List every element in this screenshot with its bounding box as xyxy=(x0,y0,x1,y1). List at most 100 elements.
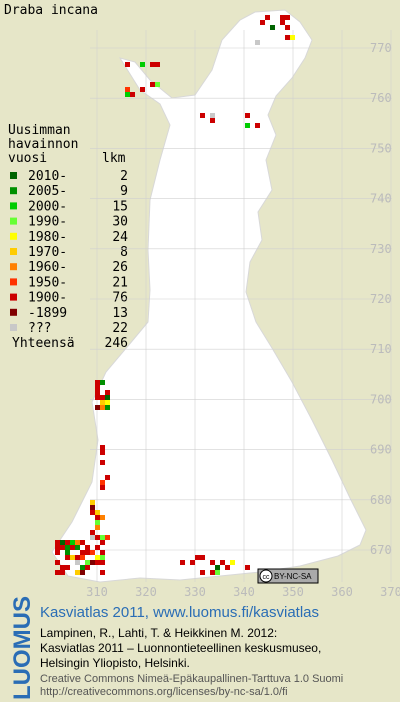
license-line: Creative Commons Nimeä-Epäkaupallinen-Ta… xyxy=(40,673,343,685)
observation-square xyxy=(290,35,295,40)
observation-square xyxy=(65,555,70,560)
legend-label: 2000- xyxy=(28,199,67,214)
observation-square xyxy=(55,570,60,575)
observation-square xyxy=(95,515,100,520)
observation-square xyxy=(90,530,95,535)
observation-square xyxy=(100,550,105,555)
observation-square xyxy=(90,500,95,505)
observation-square xyxy=(125,62,130,67)
observation-square xyxy=(255,123,260,128)
observation-square xyxy=(75,540,80,545)
observation-square xyxy=(105,405,110,410)
observation-square xyxy=(65,550,70,555)
observation-square xyxy=(80,570,85,575)
observation-square xyxy=(210,113,215,118)
observation-square xyxy=(105,475,110,480)
cc-text: cc xyxy=(263,574,271,581)
observation-square xyxy=(100,460,105,465)
observation-square xyxy=(285,35,290,40)
observation-square xyxy=(85,545,90,550)
observation-square xyxy=(70,545,75,550)
observation-square xyxy=(105,390,110,395)
observation-square xyxy=(200,113,205,118)
license-line: http://creativecommons.org/licenses/by-n… xyxy=(40,686,288,698)
legend-count: 2 xyxy=(120,169,128,184)
observation-square xyxy=(100,570,105,575)
observation-square xyxy=(105,535,110,540)
observation-square xyxy=(220,560,225,565)
observation-square xyxy=(215,570,220,575)
observation-square xyxy=(95,390,100,395)
legend-count: 15 xyxy=(112,199,128,214)
x-coordinate-label: 350 xyxy=(282,585,304,599)
y-coordinate-label: 770 xyxy=(370,41,392,55)
observation-square xyxy=(95,405,100,410)
legend-count: 9 xyxy=(120,184,128,199)
observation-square xyxy=(95,525,100,530)
observation-square xyxy=(180,560,185,565)
observation-squares xyxy=(55,15,295,575)
legend-count: 21 xyxy=(112,275,128,290)
legend-swatch xyxy=(10,324,17,331)
observation-square xyxy=(215,565,220,570)
legend-count: 13 xyxy=(112,306,128,321)
observation-square xyxy=(265,15,270,20)
observation-square xyxy=(140,62,145,67)
observation-square xyxy=(195,555,200,560)
legend-swatch xyxy=(10,172,17,179)
y-coordinate-label: 680 xyxy=(370,493,392,507)
observation-square xyxy=(150,62,155,67)
observation-square xyxy=(55,545,60,550)
y-coordinate-label: 710 xyxy=(370,342,392,356)
legend-count: 30 xyxy=(112,215,128,230)
observation-square xyxy=(155,82,160,87)
x-coordinate-label: 370 xyxy=(380,585,400,599)
citation-line: Helsingin Yliopisto, Helsinki. xyxy=(40,656,190,670)
observation-square xyxy=(95,535,100,540)
observation-square xyxy=(95,520,100,525)
cc-badge: cc BY-NC-SA xyxy=(257,568,319,584)
observation-square xyxy=(70,555,75,560)
observation-square xyxy=(80,565,85,570)
observation-square xyxy=(190,560,195,565)
legend-total: 246 xyxy=(105,336,128,351)
observation-square xyxy=(90,505,95,510)
observation-square xyxy=(105,400,110,405)
observation-square xyxy=(200,570,205,575)
observation-square xyxy=(70,540,75,545)
observation-square xyxy=(85,560,90,565)
legend-count: 24 xyxy=(112,230,128,245)
legend-count: 8 xyxy=(120,245,128,260)
legend-label: 1970- xyxy=(28,245,67,260)
observation-square xyxy=(255,40,260,45)
legend-label: 1950- xyxy=(28,275,67,290)
species-title: Draba incana xyxy=(4,3,98,18)
observation-square xyxy=(270,25,275,30)
observation-square xyxy=(280,15,285,20)
observation-square xyxy=(90,535,95,540)
observation-square xyxy=(100,445,105,450)
observation-square xyxy=(280,20,285,25)
legend-label: 1900- xyxy=(28,291,67,306)
observation-square xyxy=(105,395,110,400)
legend-swatch xyxy=(10,217,17,225)
legend-count: 26 xyxy=(112,260,128,275)
observation-square xyxy=(65,565,70,570)
luomus-logo: LUOMUS xyxy=(9,596,36,700)
legend-swatch xyxy=(10,278,17,286)
license-badge-text: BY-NC-SA xyxy=(274,572,312,581)
observation-square xyxy=(285,15,290,20)
observation-square xyxy=(90,510,95,515)
footer-text: Lampinen, R., Lahti, T. & Heikkinen M. 2… xyxy=(40,626,343,698)
citation-line: Lampinen, R., Lahti, T. & Heikkinen M. 2… xyxy=(40,626,277,640)
observation-square xyxy=(55,560,60,565)
y-coordinate-label: 740 xyxy=(370,192,392,206)
observation-square xyxy=(210,118,215,123)
legend-label: 2005- xyxy=(28,184,67,199)
observation-square xyxy=(95,380,100,385)
legend-swatch xyxy=(10,308,17,316)
observation-square xyxy=(260,20,265,25)
observation-square xyxy=(200,555,205,560)
